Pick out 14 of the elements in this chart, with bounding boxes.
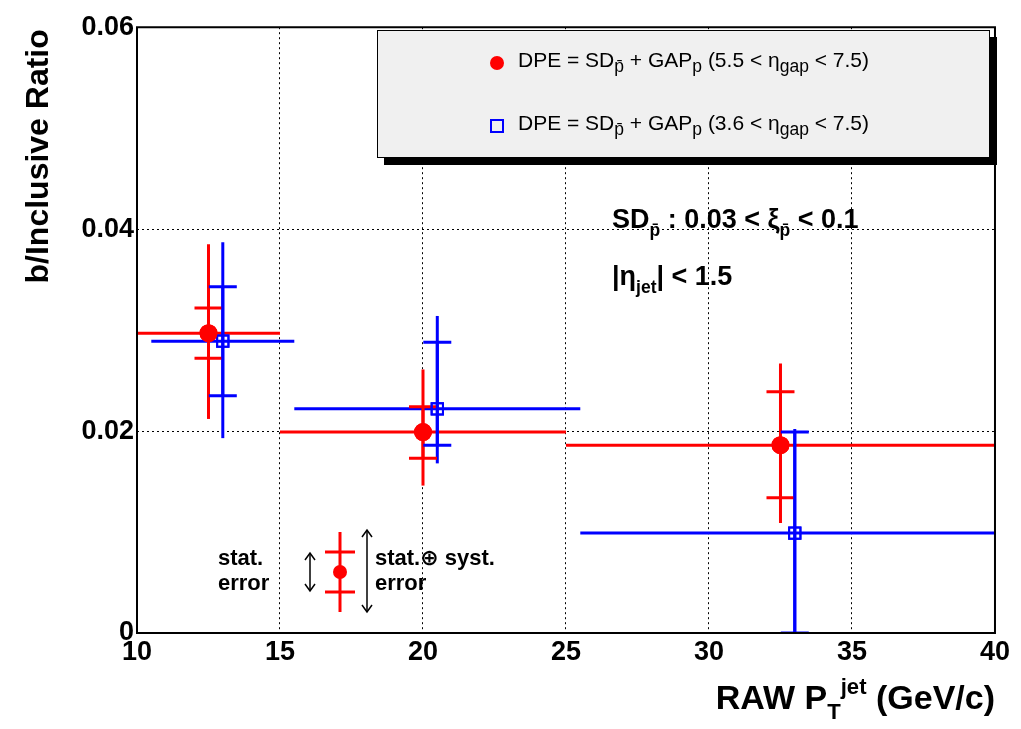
legend-label: DPE = SD$_{p̄}$ + GAP$_{p}$ (3.6 < η$_{gap}$ < 7.5): [518, 110, 870, 141]
annotation: stat.⊕ syst. error: [375, 545, 495, 595]
x-tick-label: 30: [693, 635, 725, 666]
annotation: stat. error: [218, 545, 270, 595]
x-tick-label: 40: [979, 635, 1011, 666]
legend-label: DPE = SD$_{p̄}$ + GAP$_{p}$ (5.5 < η$_{gap}$ < 7.5): [518, 47, 870, 78]
y-tick-label: 0.04: [81, 212, 134, 243]
x-tick-label: 15: [264, 635, 296, 666]
y-tick-label: 0.02: [81, 414, 134, 445]
y-tick-label: 0.06: [81, 10, 134, 41]
x-tick-label: 35: [836, 635, 868, 666]
y-axis-title: b/Inclusive Ratio: [19, 29, 55, 284]
x-tick-label: 25: [550, 635, 582, 666]
x-tick-label: 20: [407, 635, 439, 666]
